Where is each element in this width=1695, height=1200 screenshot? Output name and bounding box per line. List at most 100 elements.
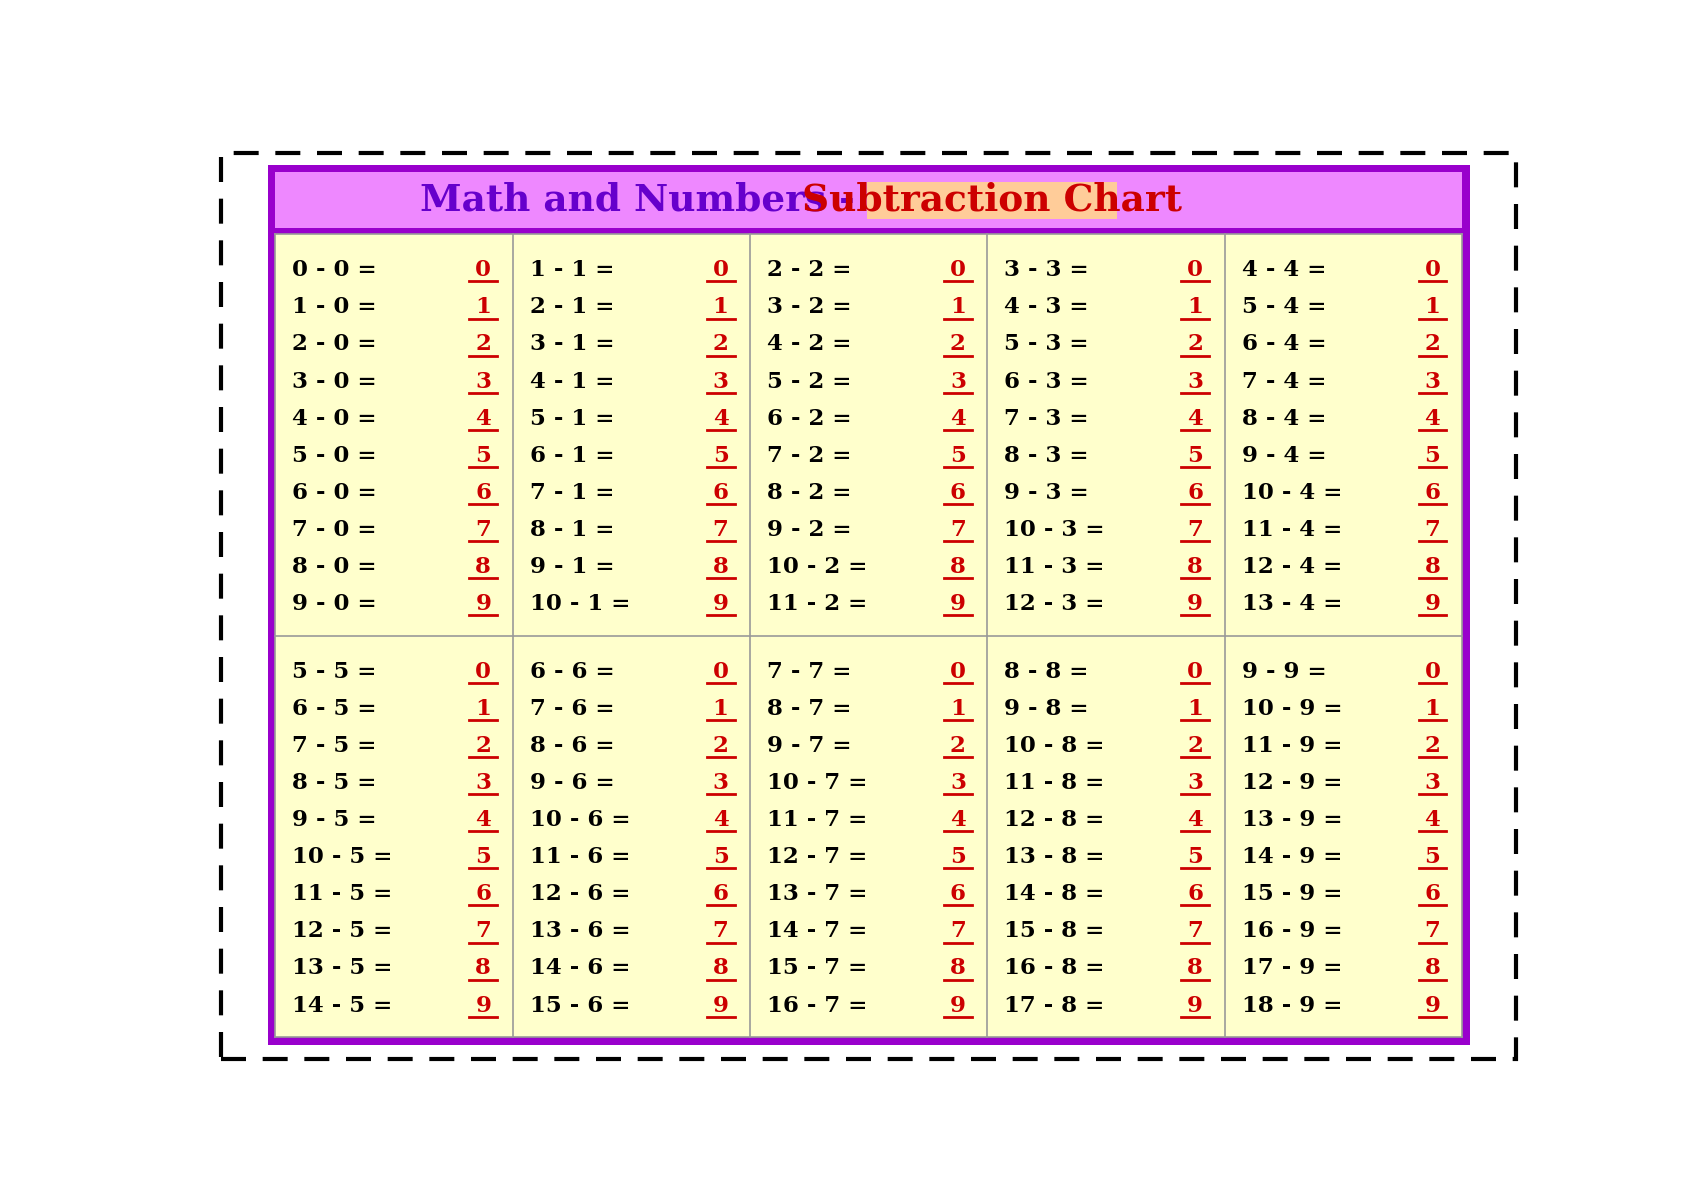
Text: 2: 2 bbox=[1186, 736, 1203, 757]
Text: 12 - 3 =: 12 - 3 = bbox=[1005, 593, 1112, 614]
Text: 12 - 9 =: 12 - 9 = bbox=[1242, 772, 1351, 794]
Text: 11 - 5 =: 11 - 5 = bbox=[293, 883, 400, 905]
Text: 6: 6 bbox=[475, 481, 492, 504]
Text: 1: 1 bbox=[1186, 698, 1203, 720]
Text: 11 - 6 =: 11 - 6 = bbox=[531, 846, 637, 869]
Text: 16 - 7 =: 16 - 7 = bbox=[768, 995, 875, 1016]
Text: 4: 4 bbox=[712, 809, 729, 832]
Text: 8 - 4 =: 8 - 4 = bbox=[1242, 408, 1334, 430]
Text: 13 - 9 =: 13 - 9 = bbox=[1242, 809, 1351, 832]
Text: 8: 8 bbox=[949, 556, 966, 578]
Text: 10 - 4 =: 10 - 4 = bbox=[1242, 481, 1351, 504]
Text: 10 - 6 =: 10 - 6 = bbox=[531, 809, 639, 832]
Text: 9 - 3 =: 9 - 3 = bbox=[1005, 481, 1097, 504]
Text: 7: 7 bbox=[949, 518, 966, 541]
Text: 2 - 1 =: 2 - 1 = bbox=[531, 296, 622, 318]
Text: 6: 6 bbox=[712, 883, 729, 905]
Text: 1: 1 bbox=[949, 296, 966, 318]
Text: 7 - 3 =: 7 - 3 = bbox=[1005, 408, 1097, 430]
Text: 8: 8 bbox=[1424, 556, 1441, 578]
Text: 7: 7 bbox=[1424, 920, 1441, 942]
Text: 10 - 8 =: 10 - 8 = bbox=[1005, 736, 1112, 757]
Text: 9 - 8 =: 9 - 8 = bbox=[1005, 698, 1097, 720]
Text: 4: 4 bbox=[1186, 408, 1203, 430]
Text: 4 - 0 =: 4 - 0 = bbox=[293, 408, 385, 430]
Text: 6 - 6 =: 6 - 6 = bbox=[531, 661, 622, 683]
Text: 12 - 4 =: 12 - 4 = bbox=[1242, 556, 1349, 578]
Text: 16 - 8 =: 16 - 8 = bbox=[1005, 958, 1112, 979]
Text: 6 - 4 =: 6 - 4 = bbox=[1242, 334, 1334, 355]
Text: 1: 1 bbox=[475, 296, 492, 318]
Text: 0: 0 bbox=[1424, 661, 1441, 683]
Text: Subtraction Chart: Subtraction Chart bbox=[802, 181, 1181, 218]
FancyBboxPatch shape bbox=[868, 181, 1117, 218]
Text: 7: 7 bbox=[712, 920, 729, 942]
Text: 7 - 7 =: 7 - 7 = bbox=[768, 661, 859, 683]
Text: 0: 0 bbox=[949, 259, 966, 281]
Text: 5 - 1 =: 5 - 1 = bbox=[531, 408, 622, 430]
Text: 9 - 6 =: 9 - 6 = bbox=[531, 772, 622, 794]
Text: 4: 4 bbox=[949, 408, 966, 430]
Text: 7: 7 bbox=[712, 518, 729, 541]
Text: 3: 3 bbox=[949, 772, 966, 794]
FancyBboxPatch shape bbox=[220, 154, 1517, 1058]
Text: 10 - 1 =: 10 - 1 = bbox=[531, 593, 637, 614]
Text: 7 - 4 =: 7 - 4 = bbox=[1242, 371, 1334, 392]
Text: 6: 6 bbox=[1186, 883, 1203, 905]
Text: 3: 3 bbox=[1424, 772, 1441, 794]
Text: 14 - 6 =: 14 - 6 = bbox=[531, 958, 637, 979]
Text: 9 - 1 =: 9 - 1 = bbox=[531, 556, 622, 578]
Text: 7: 7 bbox=[475, 920, 492, 942]
Text: 8: 8 bbox=[949, 958, 966, 979]
Text: 3: 3 bbox=[1186, 772, 1203, 794]
Text: 14 - 5 =: 14 - 5 = bbox=[293, 995, 400, 1016]
Text: 12 - 8 =: 12 - 8 = bbox=[1005, 809, 1112, 832]
Text: 9: 9 bbox=[1424, 593, 1441, 614]
Text: 5: 5 bbox=[1424, 846, 1441, 869]
Text: 2: 2 bbox=[475, 334, 492, 355]
Text: 11 - 3 =: 11 - 3 = bbox=[1005, 556, 1112, 578]
Text: 6: 6 bbox=[1424, 481, 1441, 504]
Text: 2 - 2 =: 2 - 2 = bbox=[768, 259, 859, 281]
Text: 6 - 2 =: 6 - 2 = bbox=[768, 408, 859, 430]
Text: 3: 3 bbox=[949, 371, 966, 392]
Text: 10 - 3 =: 10 - 3 = bbox=[1005, 518, 1114, 541]
Text: 13 - 6 =: 13 - 6 = bbox=[531, 920, 639, 942]
Text: 13 - 8 =: 13 - 8 = bbox=[1005, 846, 1112, 869]
Text: 3 - 1 =: 3 - 1 = bbox=[531, 334, 622, 355]
Text: 2: 2 bbox=[1424, 334, 1441, 355]
Text: 7: 7 bbox=[1186, 518, 1203, 541]
Text: 6: 6 bbox=[712, 481, 729, 504]
Text: 5: 5 bbox=[949, 445, 966, 467]
Text: 9 - 2 =: 9 - 2 = bbox=[768, 518, 859, 541]
Text: 9 - 0 =: 9 - 0 = bbox=[293, 593, 385, 614]
Text: 5: 5 bbox=[475, 445, 492, 467]
Text: 6 - 5 =: 6 - 5 = bbox=[293, 698, 385, 720]
Text: 0: 0 bbox=[712, 661, 729, 683]
Text: 4 - 4 =: 4 - 4 = bbox=[1242, 259, 1334, 281]
Text: 8: 8 bbox=[712, 556, 729, 578]
Text: 3: 3 bbox=[475, 772, 492, 794]
Text: 4: 4 bbox=[1186, 809, 1203, 832]
Text: 11 - 2 =: 11 - 2 = bbox=[768, 593, 875, 614]
Text: 9: 9 bbox=[475, 995, 492, 1016]
Text: 1: 1 bbox=[712, 698, 729, 720]
Text: 11 - 8 =: 11 - 8 = bbox=[1005, 772, 1112, 794]
Text: 5 - 2 =: 5 - 2 = bbox=[768, 371, 859, 392]
Text: 6: 6 bbox=[1186, 481, 1203, 504]
Text: 3: 3 bbox=[1186, 371, 1203, 392]
Text: 16 - 9 =: 16 - 9 = bbox=[1242, 920, 1351, 942]
Text: 1: 1 bbox=[712, 296, 729, 318]
Text: 5: 5 bbox=[475, 846, 492, 869]
Text: 9 - 9 =: 9 - 9 = bbox=[1242, 661, 1334, 683]
Text: 4: 4 bbox=[475, 408, 492, 430]
Text: 10 - 5 =: 10 - 5 = bbox=[293, 846, 400, 869]
Text: 1: 1 bbox=[1186, 296, 1203, 318]
Text: 10 - 2 =: 10 - 2 = bbox=[768, 556, 875, 578]
FancyBboxPatch shape bbox=[275, 234, 1463, 1037]
Text: 2 - 0 =: 2 - 0 = bbox=[293, 334, 385, 355]
Text: 12 - 6 =: 12 - 6 = bbox=[531, 883, 637, 905]
Text: 6 - 0 =: 6 - 0 = bbox=[293, 481, 385, 504]
Text: 7: 7 bbox=[949, 920, 966, 942]
Text: 4: 4 bbox=[949, 809, 966, 832]
